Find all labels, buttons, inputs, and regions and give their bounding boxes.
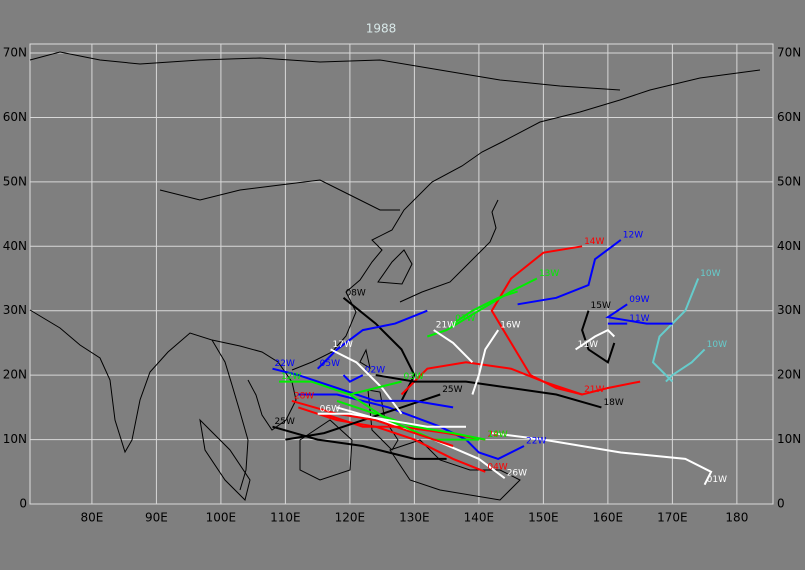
storm-label: 11W: [578, 340, 598, 350]
storm-track: [279, 380, 479, 441]
storm-label: 17W: [333, 340, 353, 350]
storm-label: 16W: [500, 321, 520, 331]
storm-track: [471, 329, 500, 395]
storm-label: 26W: [507, 469, 527, 479]
storm-track: [517, 239, 622, 306]
storm-track: [272, 425, 447, 460]
storm-track: [342, 297, 416, 402]
y-tick-label-right: 10N: [777, 432, 801, 446]
coastline: [389, 439, 521, 501]
coastlines: [29, 51, 761, 501]
storm-label: 10W: [700, 269, 720, 279]
storm-label: 18W: [603, 398, 623, 408]
y-tick-label-right: 60N: [777, 110, 801, 124]
storm-label: 09W: [629, 295, 649, 305]
x-tick-label: 100E: [206, 511, 237, 525]
x-tick-label: 140E: [464, 511, 495, 525]
storm-track: [400, 361, 583, 396]
storm-label: 06W: [320, 404, 340, 414]
coastline: [291, 69, 761, 371]
y-tick-label: 0: [19, 497, 27, 511]
storm-label: 24W: [487, 430, 507, 440]
coastline: [359, 348, 399, 451]
storm-label: 25W: [275, 417, 295, 427]
x-tick-label: 170E: [657, 511, 688, 525]
storm-label: 01W: [707, 475, 727, 485]
storm-track: [665, 348, 706, 383]
x-tick-label: 160E: [593, 511, 624, 525]
y-tick-label: 60N: [3, 110, 27, 124]
x-tick-label: 80E: [80, 511, 103, 525]
storm-track: [342, 374, 364, 383]
y-tick-label-right: 50N: [777, 174, 801, 188]
storm-label: 13W: [539, 269, 559, 279]
storm-label: 11W: [629, 314, 649, 324]
storm-label: 04W: [487, 462, 507, 472]
storm-track: [605, 303, 673, 325]
storm-label: 10W: [707, 340, 727, 350]
storm-track: [285, 393, 441, 441]
storm-label: 07W: [455, 314, 475, 324]
storm-label: 02W: [365, 366, 385, 376]
y-tick-label-right: 30N: [777, 303, 801, 317]
x-tick-label: 130E: [399, 511, 430, 525]
storm-track: [490, 245, 641, 396]
storm-label: 19W: [487, 430, 507, 440]
storm-label: 25W: [442, 385, 462, 395]
storm-label: 21W: [584, 385, 604, 395]
y-tick-label-right: 0: [777, 497, 785, 511]
storm-track: [433, 329, 474, 364]
y-tick-label-right: 20N: [777, 368, 801, 382]
y-tick-label: 10N: [3, 432, 27, 446]
coastline: [299, 419, 353, 481]
storm-track: [349, 380, 402, 396]
storm-label: 28W: [294, 391, 314, 401]
x-tick-label: 110E: [270, 511, 301, 525]
y-tick-label: 70N: [3, 46, 27, 60]
x-tick-label: 150E: [528, 511, 559, 525]
storm-track: [651, 278, 700, 383]
coastline: [211, 339, 297, 431]
y-tick-label: 40N: [3, 239, 27, 253]
map-title: 1988: [366, 22, 397, 36]
coastline: [29, 51, 621, 91]
storm-track: [316, 309, 428, 370]
storm-label: 03W: [404, 372, 424, 382]
y-tick-label: 20N: [3, 368, 27, 382]
storm-track: [581, 310, 616, 364]
storm-label: 08W: [345, 288, 365, 298]
storm-track: [291, 399, 454, 447]
border: [159, 179, 400, 211]
storm-track: [426, 277, 538, 338]
storm-track: [336, 399, 486, 441]
storm-track: [317, 412, 466, 428]
storm-label: 22W: [526, 437, 546, 447]
storm-label: 22W: [275, 359, 295, 369]
x-tick-label: 180: [725, 511, 748, 525]
y-tick-label-right: 40N: [777, 239, 801, 253]
storm-track: [297, 406, 486, 473]
storm-track: [452, 290, 518, 325]
x-tick-label: 90E: [145, 511, 168, 525]
coastline: [29, 309, 249, 491]
storm-label: 15W: [591, 301, 611, 311]
storm-track: [575, 328, 616, 351]
storm-label: 12W: [281, 372, 301, 382]
storm-label: 14W: [584, 237, 604, 247]
y-tick-label-right: 70N: [777, 46, 801, 60]
storm-label: 12W: [623, 230, 643, 240]
y-tick-label: 50N: [3, 174, 27, 188]
storm-track: [491, 432, 713, 486]
coastline: [199, 418, 251, 501]
x-tick-label: 120E: [335, 511, 366, 525]
storm-label: 05W: [320, 359, 340, 369]
storm-track: [272, 367, 454, 409]
storm-track: [375, 374, 602, 409]
coastline: [399, 199, 499, 303]
y-tick-label: 30N: [3, 303, 27, 317]
storm-label: 21W: [436, 321, 456, 331]
coastline: [377, 249, 413, 285]
